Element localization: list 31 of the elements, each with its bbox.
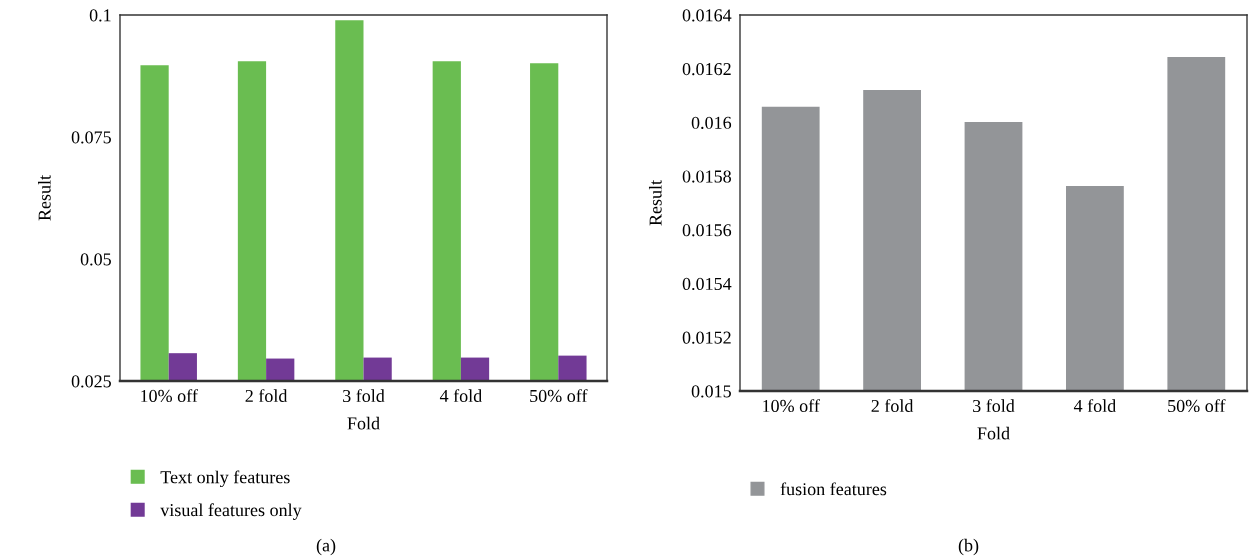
x-axis-title: Fold <box>977 426 1010 440</box>
y-tick-label: 0.0156 <box>682 224 732 237</box>
y-tick-label: 0.0162 <box>682 62 731 76</box>
y-tick-label: 0.1 <box>89 9 111 22</box>
x-tick-label: 2 fold <box>245 389 288 403</box>
x-tick-label: 3 fold <box>973 399 1015 413</box>
x-tick-label: 4 fold <box>1073 399 1116 413</box>
y-tick-label: 0.075 <box>71 131 111 144</box>
y-tick-label: 0.025 <box>71 375 111 388</box>
x-tick-label: 10% off <box>141 389 198 403</box>
x-tick-label: 2 fold <box>871 399 914 413</box>
x-tick-label: 4 fold <box>439 389 482 403</box>
x-tick-label: 10% off <box>763 399 820 413</box>
y-axis-title: Result <box>38 175 51 221</box>
y-tick-label: 0.0158 <box>682 170 731 183</box>
y-tick-label: 0.0164 <box>682 9 732 22</box>
text: (b) <box>958 538 979 556</box>
y-tick-label: 0.0152 <box>682 331 731 344</box>
legend-label: fusion features <box>780 482 887 496</box>
y-tick-label: 0.05 <box>80 253 111 266</box>
x-axis-title: Fold <box>347 416 380 430</box>
legend-label: Text only features <box>160 470 290 488</box>
text: (a) <box>316 538 336 556</box>
y-tick-label: 0.016 <box>691 116 732 129</box>
legend-label: visual features only <box>160 503 302 520</box>
y-tick-label: 0.015 <box>691 385 731 398</box>
y-tick-label: 0.0154 <box>682 277 732 291</box>
x-tick-label: 3 fold <box>343 389 385 403</box>
x-tick-label: 50% off <box>530 389 588 403</box>
x-tick-label: 50% off <box>1168 399 1226 413</box>
y-axis-title: Result <box>648 180 662 226</box>
